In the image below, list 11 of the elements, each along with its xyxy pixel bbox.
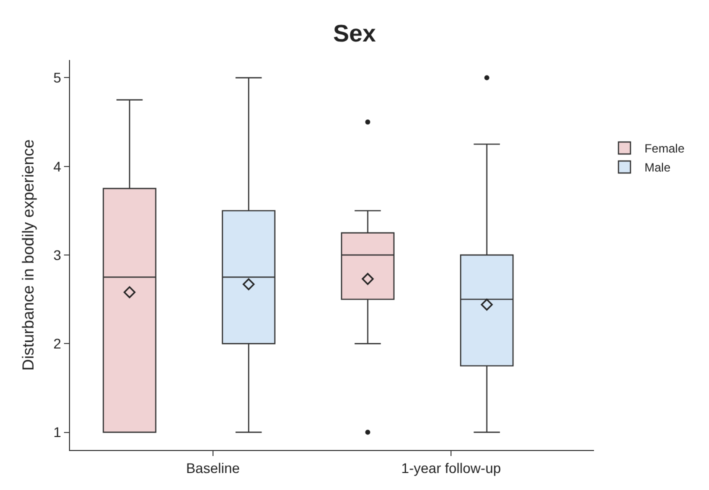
x-tick-label: 1-year follow-up — [401, 460, 502, 476]
y-axis-title: Disturbance in bodily experience — [20, 139, 38, 371]
y-tick-label: 3 — [53, 246, 62, 263]
legend-label: Female — [644, 142, 685, 156]
y-tick-label: 4 — [53, 158, 62, 174]
y-tick-label: 2 — [53, 336, 62, 352]
x-tick-label: Baseline — [186, 460, 240, 476]
y-tick-label: 5 — [53, 70, 62, 86]
chart-title: Sex — [333, 20, 377, 48]
legend-label: Male — [644, 160, 671, 175]
y-tick-label: 1 — [53, 424, 62, 440]
